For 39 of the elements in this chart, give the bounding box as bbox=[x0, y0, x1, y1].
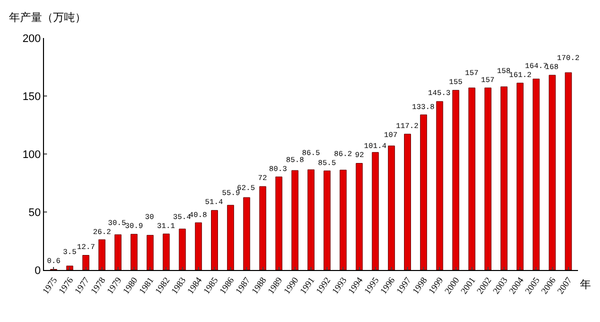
bar bbox=[436, 101, 444, 270]
bar bbox=[500, 86, 508, 270]
y-tick-label: 0 bbox=[34, 264, 41, 277]
bar bbox=[340, 170, 347, 270]
bar bbox=[243, 197, 250, 270]
bar bbox=[82, 255, 90, 270]
y-tick-label: 200 bbox=[22, 32, 41, 45]
bar bbox=[404, 134, 411, 270]
bar bbox=[194, 222, 202, 270]
bar bbox=[178, 228, 186, 270]
bar bbox=[66, 266, 74, 270]
bar bbox=[548, 74, 556, 270]
bar bbox=[356, 163, 363, 270]
bar bbox=[484, 88, 492, 270]
bar bbox=[98, 239, 106, 270]
bar bbox=[130, 234, 138, 270]
bar bbox=[532, 78, 540, 270]
bar bbox=[308, 169, 314, 270]
bar bbox=[275, 176, 282, 270]
x-axis-title: 年 bbox=[580, 278, 591, 291]
bar bbox=[227, 204, 234, 270]
bar bbox=[388, 146, 395, 270]
y-tick-label: 150 bbox=[22, 90, 41, 103]
bar bbox=[516, 82, 524, 270]
y-tick-label: 50 bbox=[28, 206, 41, 219]
bar bbox=[114, 234, 122, 270]
bar bbox=[564, 72, 572, 270]
bar bbox=[468, 88, 476, 270]
bar bbox=[291, 170, 298, 270]
bar bbox=[372, 152, 379, 270]
y-tick-label: 100 bbox=[22, 148, 41, 161]
bar bbox=[146, 234, 154, 270]
bar bbox=[324, 170, 331, 270]
bar bbox=[420, 114, 428, 270]
bar bbox=[162, 234, 170, 270]
bar bbox=[259, 186, 266, 270]
bar bbox=[452, 90, 460, 270]
y-axis-title: 年产量（万吨） bbox=[9, 11, 86, 24]
bar bbox=[211, 210, 218, 270]
